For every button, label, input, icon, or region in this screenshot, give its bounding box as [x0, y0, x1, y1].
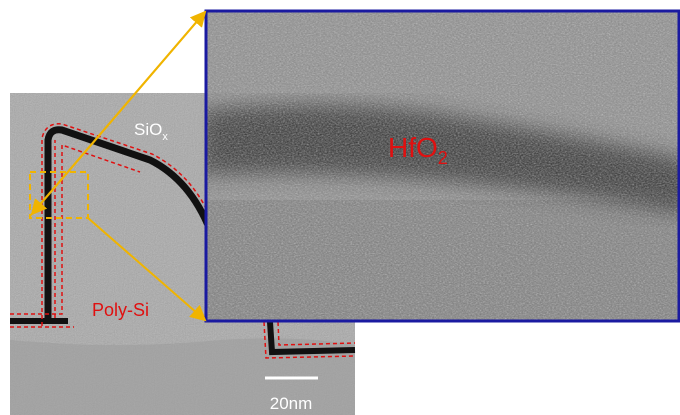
poly-label: Poly-Si — [92, 300, 149, 320]
inset-image: HfO2 — [200, 10, 680, 322]
scale-label: 20nm — [270, 394, 313, 413]
tem-figure: SiOx Poly-Si 20nm HfO2 — [0, 0, 680, 415]
